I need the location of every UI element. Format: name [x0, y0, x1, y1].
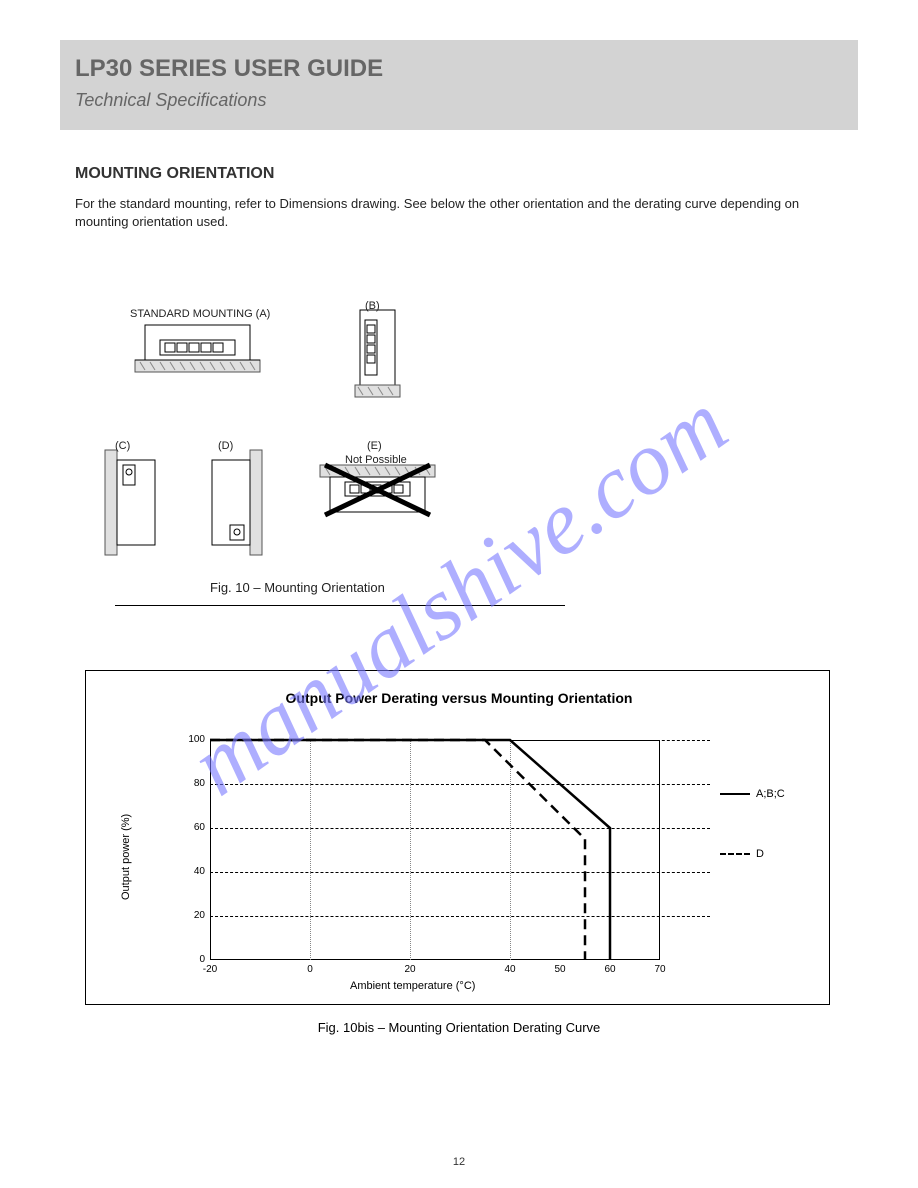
- xtick-0: 0: [295, 964, 325, 975]
- label-a: STANDARD MOUNTING (A): [130, 308, 270, 320]
- fig10-caption: Fig. 10 – Mounting Orientation: [210, 580, 385, 595]
- label-e-bottom: Not Possible: [345, 454, 407, 466]
- y-axis-label: Output power (%): [120, 814, 132, 900]
- gridline-x20: [410, 740, 411, 960]
- xtick-20: 20: [395, 964, 425, 975]
- ytick-40: 40: [175, 866, 205, 877]
- x-axis-label: Ambient temperature (°C): [350, 980, 475, 992]
- gridline-y40: [210, 872, 710, 873]
- gridline-y80: [210, 784, 710, 785]
- legend-abc: A;B;C: [720, 788, 785, 800]
- ytick-80: 80: [175, 778, 205, 789]
- xtick-70: 70: [645, 964, 675, 975]
- header-bar: [60, 40, 858, 130]
- label-d: (D): [218, 440, 233, 452]
- gridline-y100: [210, 740, 710, 741]
- mounting-heading: MOUNTING ORIENTATION: [75, 165, 274, 183]
- page-number: 12: [453, 1156, 465, 1168]
- label-b: (B): [365, 300, 380, 312]
- gridline-x40: [510, 740, 511, 960]
- header-title: LP30 SERIES USER GUIDE: [75, 55, 383, 83]
- legend-d: D: [720, 848, 764, 860]
- legend-line-dashed: [720, 853, 750, 855]
- legend-label-d: D: [756, 848, 764, 860]
- legend-label-abc: A;B;C: [756, 788, 785, 800]
- ytick-60: 60: [175, 822, 205, 833]
- mounting-body: For the standard mounting, refer to Dime…: [75, 195, 855, 231]
- xtick-60: 60: [595, 964, 625, 975]
- legend-line-solid: [720, 793, 750, 795]
- gridline-y60: [210, 828, 710, 829]
- label-e-top: (E): [367, 440, 382, 452]
- ytick-100: 100: [175, 734, 205, 745]
- mounting-figure: [75, 300, 445, 560]
- ytick-20: 20: [175, 910, 205, 921]
- header-subtitle: Technical Specifications: [75, 90, 266, 111]
- fig-rule: [115, 605, 565, 606]
- xtick-n20: -20: [195, 964, 225, 975]
- xtick-50: 50: [545, 964, 575, 975]
- chart-title: Output Power Derating versus Mounting Or…: [286, 690, 633, 706]
- label-c: (C): [115, 440, 130, 452]
- chart-caption: Fig. 10bis – Mounting Orientation Derati…: [318, 1020, 601, 1035]
- gridline-y20: [210, 916, 710, 917]
- xtick-40: 40: [495, 964, 525, 975]
- gridline-x0: [310, 740, 311, 960]
- chart-plot-area: [210, 740, 660, 960]
